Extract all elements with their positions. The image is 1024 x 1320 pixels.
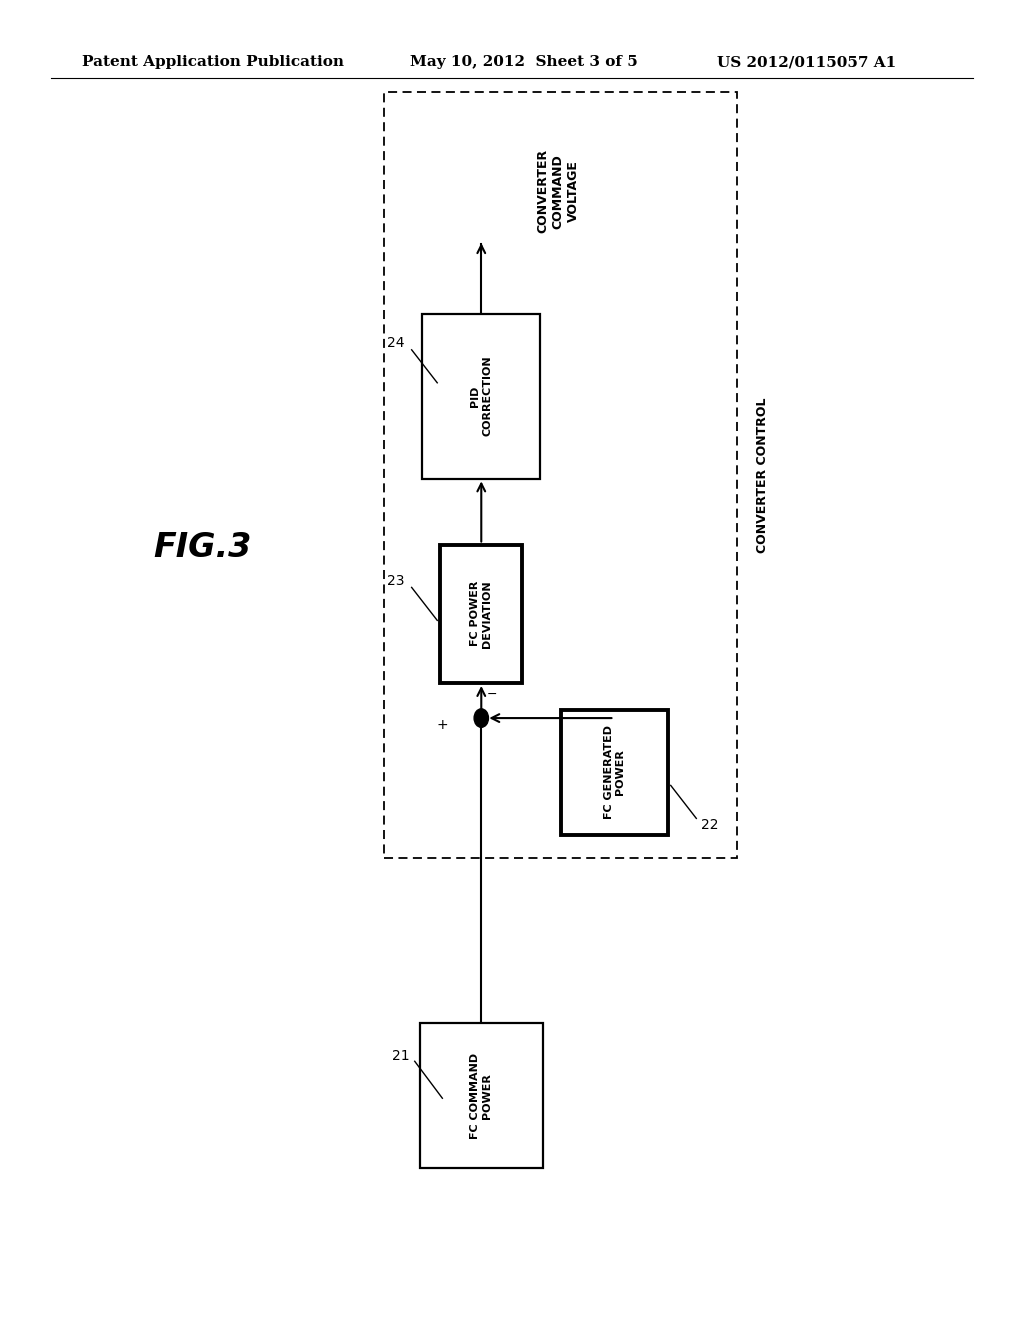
Text: FC COMMAND
POWER: FC COMMAND POWER — [470, 1052, 493, 1139]
Text: US 2012/0115057 A1: US 2012/0115057 A1 — [717, 55, 896, 70]
Text: PID
CORRECTION: PID CORRECTION — [470, 355, 493, 437]
Text: 21: 21 — [392, 1049, 410, 1063]
Text: CONVERTER
COMMAND
VOLTAGE: CONVERTER COMMAND VOLTAGE — [537, 149, 580, 234]
Text: FIG.3: FIG.3 — [154, 532, 252, 565]
Text: CONVERTER CONTROL: CONVERTER CONTROL — [757, 397, 769, 553]
Text: Patent Application Publication: Patent Application Publication — [82, 55, 344, 70]
Text: 24: 24 — [387, 337, 404, 350]
Text: FC POWER
DEVIATION: FC POWER DEVIATION — [470, 579, 493, 648]
FancyBboxPatch shape — [384, 92, 737, 858]
FancyBboxPatch shape — [440, 544, 522, 682]
Text: 23: 23 — [387, 574, 404, 587]
Text: 22: 22 — [701, 818, 719, 832]
FancyBboxPatch shape — [420, 1023, 543, 1168]
FancyBboxPatch shape — [422, 314, 541, 479]
Text: −: − — [486, 688, 497, 701]
Text: FC GENERATED
POWER: FC GENERATED POWER — [603, 725, 626, 820]
Text: +: + — [436, 718, 449, 731]
Circle shape — [474, 709, 488, 727]
FancyBboxPatch shape — [561, 710, 668, 836]
Text: May 10, 2012  Sheet 3 of 5: May 10, 2012 Sheet 3 of 5 — [410, 55, 637, 70]
